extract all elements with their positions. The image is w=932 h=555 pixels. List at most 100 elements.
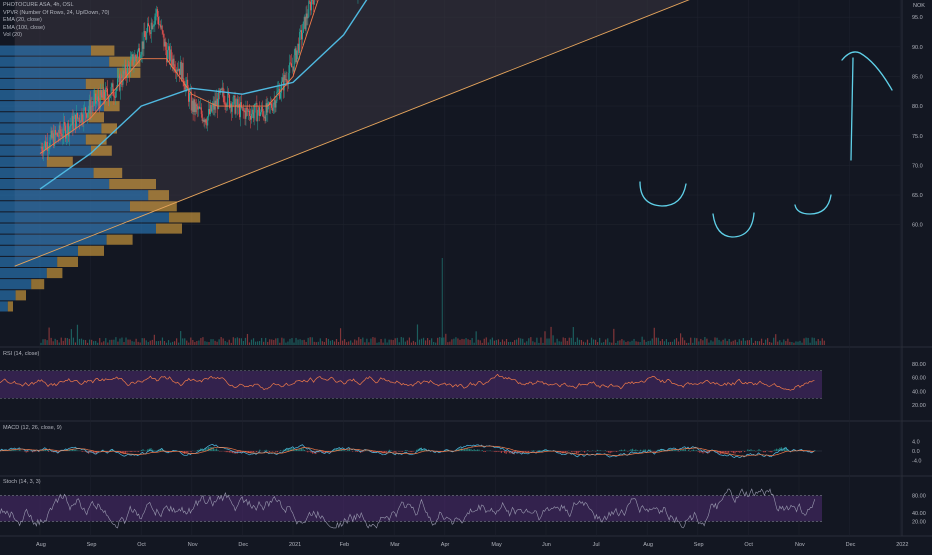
volume-bar [115,337,116,345]
volume-bar [275,338,276,345]
candle-body [81,113,82,122]
volume-bar [494,341,495,345]
candle-body [143,31,144,49]
candle-body [112,83,113,95]
volume-bar [366,339,367,345]
macd-histogram-bar [539,450,540,451]
legend-ema20[interactable]: EMA (20, close) [3,17,109,25]
candle-body [280,93,281,99]
rsi-title[interactable]: RSI (14, close) [3,351,39,357]
candle-body [263,111,264,117]
volume-bar [154,335,155,345]
volume-bar [166,343,167,345]
macd-histogram-bar [566,451,567,452]
macd-histogram-bar [621,450,622,451]
stoch-title[interactable]: Stoch (14, 3, 3) [3,479,41,485]
vpvr-up-bar [0,179,109,189]
time-axis-label: Apr [441,542,450,548]
candle-body [312,0,313,1]
legend-vpvr[interactable]: VPVR (Number Of Rows, 24, Up/Down, 70) [3,10,109,18]
candle-body [192,101,193,111]
candle-body [252,110,253,114]
legend-vol[interactable]: Vol (20) [3,32,109,40]
volume-bar [599,338,600,345]
candle-body [227,92,228,106]
volume-bar [136,339,137,345]
candle-body [173,59,174,70]
volume-bar [698,341,699,345]
macd-histogram-bar [738,451,739,452]
vpvr-down-bar [107,235,133,245]
time-axis-label: 2022 [896,542,908,548]
macd-histogram-bar [622,450,623,451]
volume-bar [225,341,226,345]
rsi-axis-label: 20.00 [912,403,926,409]
volume-bar [720,341,721,345]
legend-ema100[interactable]: EMA (100, close) [3,25,109,33]
volume-bar [704,337,705,345]
macd-histogram-bar [416,450,417,451]
volume-bar [202,337,203,345]
candle-body [45,141,46,148]
candle-body [141,55,142,58]
volume-bar [324,342,325,345]
volume-bar [478,340,479,345]
volume-bar [773,338,774,345]
candle-body [118,76,119,79]
vpvr-down-bar [156,224,182,234]
price-axis-label: 95.0 [912,15,923,21]
volume-bar [508,342,509,345]
volume-bar [662,339,663,345]
macd-histogram-bar [606,451,607,452]
candle-body [145,37,146,40]
currency-label[interactable]: NOK [913,3,925,9]
volume-bar [267,342,268,345]
candle-body [63,122,64,136]
candle-body [93,98,94,106]
volume-bar [372,337,373,345]
volume-bar [40,343,41,345]
volume-bar [235,338,236,345]
volume-bar [342,341,343,345]
candle-body [87,113,88,118]
vpvr-down-bar [94,168,123,178]
candle-body [51,131,52,138]
macd-histogram-bar [571,451,572,452]
candle-body [90,100,91,114]
vpvr-down-bar [148,190,169,200]
candle-body [248,111,249,112]
macd-axis-label: 4.0 [912,440,920,446]
candle-body [61,134,62,137]
macd-title[interactable]: MACD (12, 26, close, 9) [3,425,62,431]
candle-body [184,86,185,90]
candle-body [216,99,217,106]
candle-body [245,108,246,119]
candle-body [74,115,75,119]
candle-body [92,106,93,107]
candle-body [247,108,248,112]
candle-body [231,103,232,111]
macd-histogram-bar [227,451,228,452]
candle-body [138,48,139,51]
candle-body [209,109,210,114]
volume-bar [419,340,420,345]
volume-bar [241,338,242,345]
volume-bar [391,340,392,345]
time-axis-label: Sep [87,542,97,548]
volume-bar [650,341,651,345]
macd-histogram-bar [584,451,585,453]
candle-body [309,1,310,2]
candle-body [76,113,77,128]
vpvr-down-bar [78,246,104,256]
macd-histogram-bar [277,451,278,452]
candle-body [265,117,266,121]
volume-bar [87,343,88,345]
candle-body [162,26,163,31]
candle-body [197,106,198,109]
candle-body [94,94,95,98]
candle-body [101,90,102,95]
volume-bar [127,340,128,345]
volume-bar [370,339,371,345]
legend-symbol[interactable]: PHOTOCURE ASA, 4h, OSL [3,2,109,10]
